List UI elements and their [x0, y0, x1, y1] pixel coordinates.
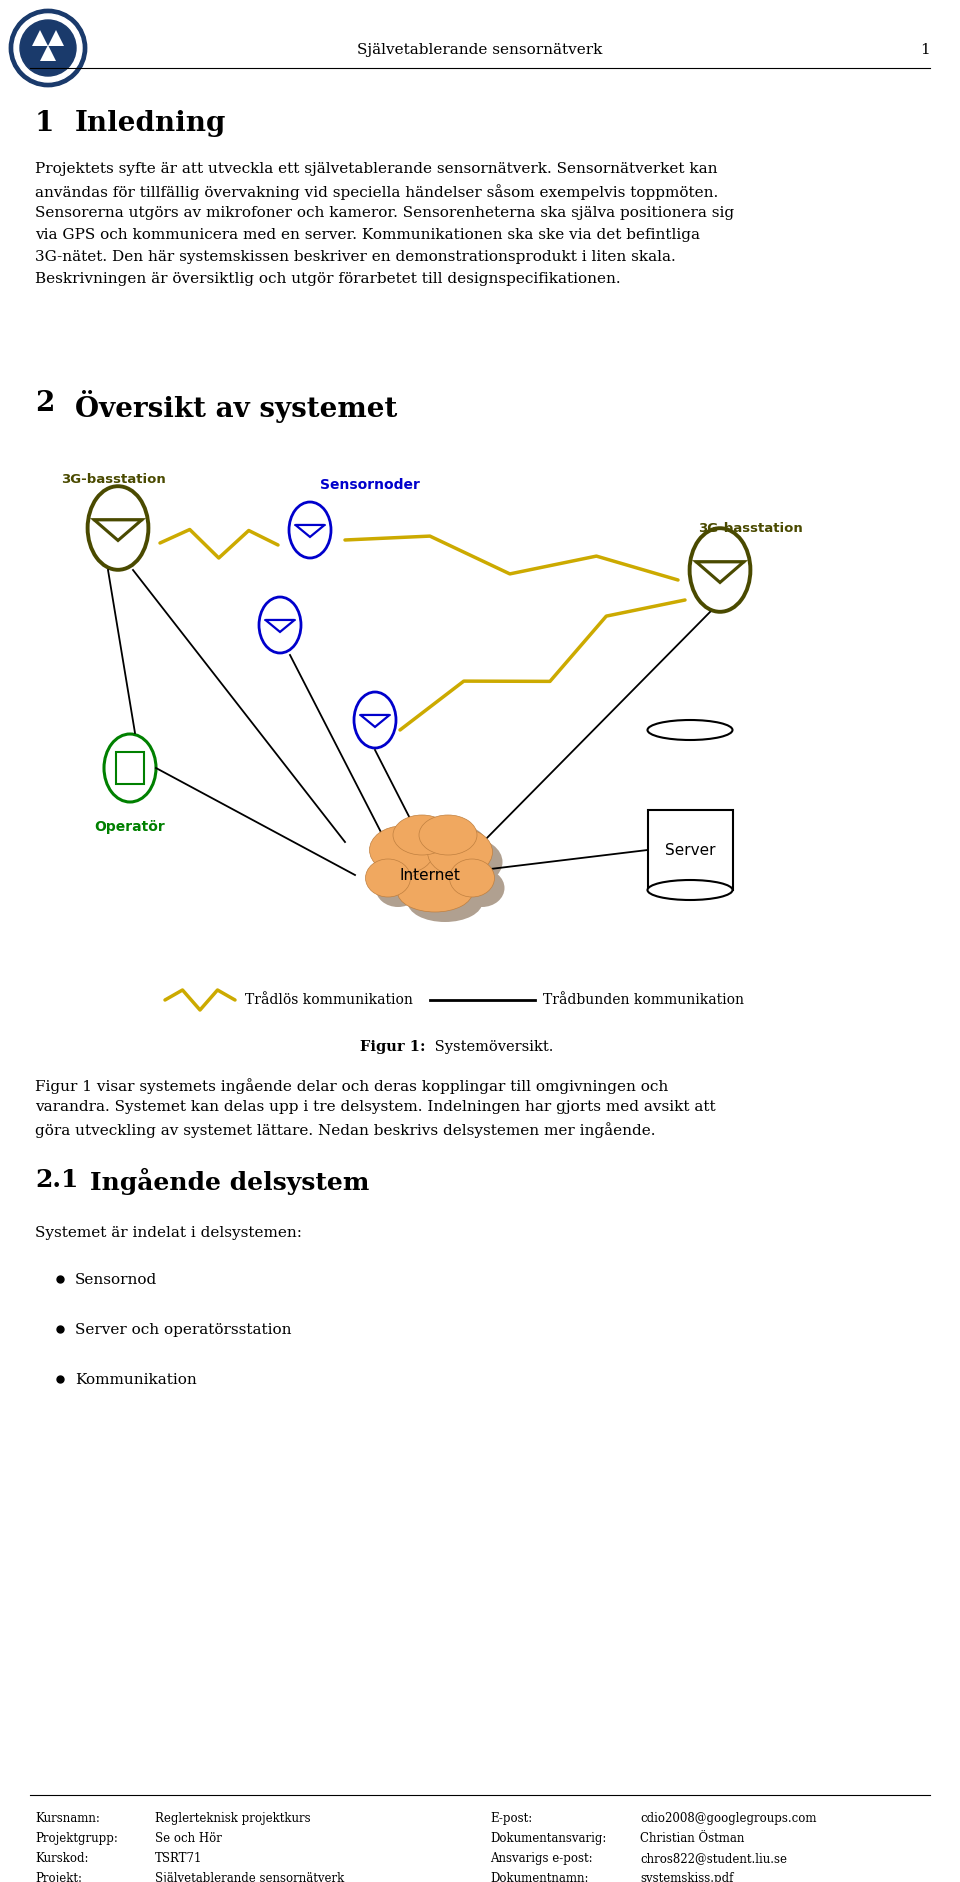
- Text: Självetablerande sensornätverk: Självetablerande sensornätverk: [155, 1873, 345, 1882]
- Text: Sensornod: Sensornod: [75, 1272, 157, 1287]
- Circle shape: [14, 13, 82, 83]
- Bar: [647, 809, 732, 890]
- Ellipse shape: [647, 881, 732, 900]
- Text: Kommunikation: Kommunikation: [75, 1374, 197, 1387]
- Ellipse shape: [375, 869, 420, 907]
- Text: TSRT71: TSRT71: [155, 1852, 203, 1865]
- Text: Operatör: Operatör: [95, 821, 165, 834]
- Bar: [116, 753, 144, 785]
- Text: Systemöversikt.: Systemöversikt.: [430, 1041, 553, 1054]
- Ellipse shape: [419, 815, 477, 854]
- Text: Reglerteknisk projektkurs: Reglerteknisk projektkurs: [155, 1812, 311, 1826]
- Text: 3G-basstation: 3G-basstation: [698, 521, 803, 534]
- Text: Inledning: Inledning: [75, 109, 227, 137]
- Text: Trådbunden kommunikation: Trådbunden kommunikation: [543, 994, 744, 1007]
- Text: 1: 1: [921, 43, 930, 56]
- Ellipse shape: [393, 815, 451, 854]
- Ellipse shape: [380, 839, 480, 901]
- Text: Figur 1:: Figur 1:: [360, 1041, 425, 1054]
- Text: varandra. Systemet kan delas upp i tre delsystem. Indelningen har gjorts med avs: varandra. Systemet kan delas upp i tre d…: [35, 1099, 715, 1114]
- Text: Kurskod:: Kurskod:: [35, 1852, 88, 1865]
- Text: Översikt av systemet: Översikt av systemet: [75, 390, 397, 423]
- Ellipse shape: [647, 721, 732, 740]
- Ellipse shape: [438, 837, 502, 886]
- Text: Ingående delsystem: Ingående delsystem: [90, 1169, 370, 1195]
- Ellipse shape: [390, 849, 490, 911]
- Text: Server: Server: [664, 843, 715, 858]
- Polygon shape: [32, 30, 48, 45]
- Text: 3G-basstation: 3G-basstation: [60, 472, 165, 486]
- Text: Kursnamn:: Kursnamn:: [35, 1812, 100, 1826]
- Text: Sensornoder: Sensornoder: [320, 478, 420, 491]
- Text: Projekt:: Projekt:: [35, 1873, 82, 1882]
- Ellipse shape: [429, 824, 487, 866]
- Text: 3G-nätet. Den här systemskissen beskriver en demonstrationsprodukt i liten skala: 3G-nätet. Den här systemskissen beskrive…: [35, 250, 676, 263]
- Text: Beskrivningen är översiktlig och utgör förarbetet till designspecifikationen.: Beskrivningen är översiktlig och utgör f…: [35, 273, 620, 286]
- Text: 1: 1: [35, 109, 55, 137]
- Text: Sensorerna utgörs av mikrofoner och kameror. Sensorenheterna ska själva position: Sensorerna utgörs av mikrofoner och kame…: [35, 205, 734, 220]
- Text: 2.1: 2.1: [35, 1169, 79, 1191]
- Text: göra utveckling av systemet lättare. Nedan beskrivs delsystemen mer ingående.: göra utveckling av systemet lättare. Ned…: [35, 1122, 656, 1139]
- Ellipse shape: [449, 858, 494, 898]
- Ellipse shape: [460, 869, 505, 907]
- Text: cdio2008@googlegroups.com: cdio2008@googlegroups.com: [640, 1812, 817, 1826]
- Ellipse shape: [370, 826, 435, 873]
- Text: Internet: Internet: [399, 868, 461, 883]
- Ellipse shape: [427, 828, 492, 875]
- Text: Ansvarigs e-post:: Ansvarigs e-post:: [490, 1852, 592, 1865]
- Ellipse shape: [407, 883, 483, 922]
- Ellipse shape: [403, 824, 461, 866]
- Text: chros822@student.liu.se: chros822@student.liu.se: [640, 1852, 787, 1865]
- Text: via GPS och kommunicera med en server. Kommunikationen ska ske via det befintlig: via GPS och kommunicera med en server. K…: [35, 228, 700, 243]
- Circle shape: [20, 21, 76, 75]
- Circle shape: [10, 9, 86, 87]
- Text: Christian Östman: Christian Östman: [640, 1831, 744, 1844]
- Text: systemskiss.pdf: systemskiss.pdf: [640, 1873, 733, 1882]
- Ellipse shape: [366, 858, 411, 898]
- Text: Projektgrupp:: Projektgrupp:: [35, 1831, 118, 1844]
- Text: Dokumentnamn:: Dokumentnamn:: [490, 1873, 588, 1882]
- Ellipse shape: [397, 871, 472, 913]
- Text: Självetablerande sensornätverk: Självetablerande sensornätverk: [357, 43, 603, 56]
- Ellipse shape: [379, 836, 444, 885]
- Text: användas för tillfällig övervakning vid speciella händelser såsom exempelvis top: användas för tillfällig övervakning vid …: [35, 184, 718, 199]
- Text: 2: 2: [35, 390, 55, 418]
- Polygon shape: [48, 30, 64, 45]
- Text: E-post:: E-post:: [490, 1812, 532, 1826]
- Text: Dokumentansvarig:: Dokumentansvarig:: [490, 1831, 607, 1844]
- Text: Systemet är indelat i delsystemen:: Systemet är indelat i delsystemen:: [35, 1225, 302, 1240]
- Polygon shape: [40, 45, 56, 60]
- Text: Projektets syfte är att utveckla ett självetablerande sensornätverk. Sensornätve: Projektets syfte är att utveckla ett sjä…: [35, 162, 717, 177]
- Text: Se och Hör: Se och Hör: [155, 1831, 222, 1844]
- Text: Figur 1 visar systemets ingående delar och deras kopplingar till omgivningen och: Figur 1 visar systemets ingående delar o…: [35, 1078, 668, 1093]
- Text: Server och operatörsstation: Server och operatörsstation: [75, 1323, 292, 1336]
- Text: Trådlös kommunikation: Trådlös kommunikation: [245, 994, 413, 1007]
